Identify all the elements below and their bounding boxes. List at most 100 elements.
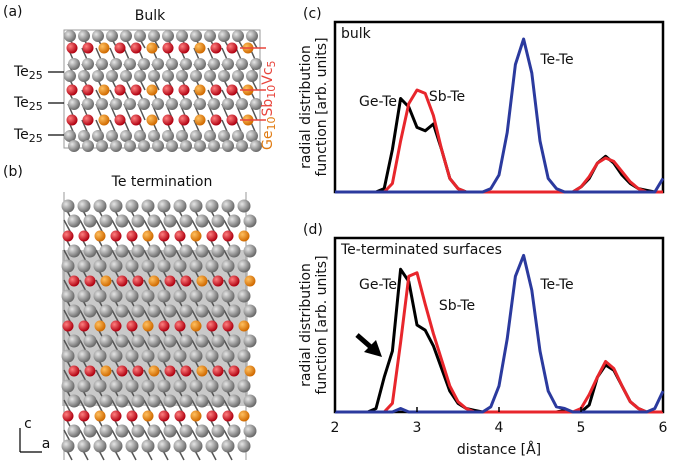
- atom: [213, 276, 224, 287]
- chart-title: bulk: [341, 26, 372, 42]
- atom: [117, 276, 128, 287]
- atom: [116, 215, 129, 228]
- atom: [212, 245, 225, 258]
- atom: [68, 335, 81, 348]
- atom: [96, 98, 108, 110]
- x-tick-label: 4: [495, 420, 504, 436]
- atom: [211, 43, 222, 54]
- atom: [147, 43, 158, 54]
- atom: [207, 411, 218, 422]
- atom: [244, 215, 257, 228]
- atom: [78, 440, 91, 453]
- atom: [228, 395, 241, 408]
- atom: [197, 366, 208, 377]
- atom: [174, 440, 187, 453]
- atom: [68, 98, 80, 110]
- atom: [100, 335, 113, 348]
- atom: [138, 58, 150, 70]
- atom: [180, 140, 192, 152]
- atom: [106, 30, 118, 42]
- atom: [132, 245, 145, 258]
- atom: [196, 305, 209, 318]
- atom: [126, 350, 139, 363]
- atom: [110, 440, 123, 453]
- atom: [246, 30, 258, 42]
- atom: [223, 321, 234, 332]
- atom: [120, 30, 132, 42]
- atom: [207, 321, 218, 332]
- atom: [142, 290, 155, 303]
- atom: [63, 411, 74, 422]
- composition-element: Sb: [260, 99, 276, 117]
- atom: [222, 200, 235, 213]
- atom: [100, 395, 113, 408]
- atom: [176, 70, 188, 82]
- atom: [179, 115, 190, 126]
- atom: [236, 140, 248, 152]
- atom: [181, 366, 192, 377]
- axis-indicator-label: c: [24, 416, 32, 432]
- atom: [239, 411, 250, 422]
- atom: [190, 70, 202, 82]
- atom: [143, 231, 154, 242]
- atom: [238, 380, 251, 393]
- atom: [100, 245, 113, 258]
- atom: [218, 30, 230, 42]
- atom: [124, 98, 136, 110]
- atom: [147, 115, 158, 126]
- atom: [95, 321, 106, 332]
- atom: [190, 260, 203, 273]
- atom: [68, 140, 80, 152]
- atom: [206, 350, 219, 363]
- atom: [134, 70, 146, 82]
- atom: [83, 85, 94, 96]
- atom: [211, 115, 222, 126]
- atom: [110, 350, 123, 363]
- atom: [148, 70, 160, 82]
- atom: [95, 411, 106, 422]
- atom: [84, 425, 97, 438]
- atom: [174, 380, 187, 393]
- atom: [82, 58, 94, 70]
- atom: [79, 411, 90, 422]
- atom: [148, 395, 161, 408]
- atom: [131, 115, 142, 126]
- atom: [206, 440, 219, 453]
- y-axis-label: function [arb. units]: [314, 37, 330, 176]
- composition-subscript: 5: [265, 60, 278, 67]
- atom: [127, 231, 138, 242]
- layer-subscript: 25: [29, 100, 43, 113]
- atom: [162, 70, 174, 82]
- atom: [124, 58, 136, 70]
- atom: [110, 380, 123, 393]
- atom: [126, 200, 139, 213]
- atom: [196, 245, 209, 258]
- atom: [116, 425, 129, 438]
- atom: [208, 98, 220, 110]
- atom: [158, 200, 171, 213]
- atom: [132, 305, 145, 318]
- atom: [67, 43, 78, 54]
- composition-subscript: 10: [265, 117, 278, 131]
- atom: [147, 85, 158, 96]
- atom: [222, 98, 234, 110]
- atom: [222, 290, 235, 303]
- atom: [110, 290, 123, 303]
- atom: [197, 276, 208, 287]
- atom: [148, 245, 161, 258]
- atom: [175, 231, 186, 242]
- atom: [206, 200, 219, 213]
- atom: [228, 245, 241, 258]
- atom: [69, 366, 80, 377]
- atom: [96, 58, 108, 70]
- atom: [179, 43, 190, 54]
- atom: [174, 290, 187, 303]
- composition-element: Ge: [260, 131, 276, 150]
- atom: [69, 276, 80, 287]
- atom: [64, 30, 76, 42]
- atom: [116, 245, 129, 258]
- atom: [164, 395, 177, 408]
- atom: [244, 335, 257, 348]
- atom: [63, 231, 74, 242]
- y-axis-label: radial distribution: [298, 45, 314, 169]
